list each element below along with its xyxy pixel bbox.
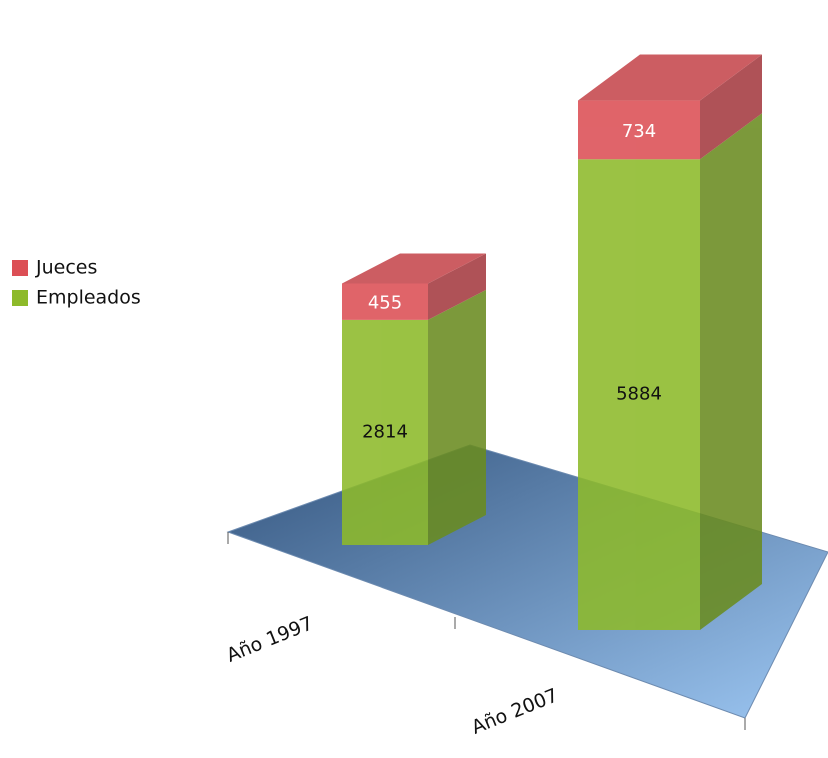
- legend-label: Jueces: [35, 257, 97, 279]
- bar-top: [342, 253, 486, 284]
- legend-swatch: [12, 260, 28, 276]
- bar-segment: [578, 113, 762, 630]
- bar-front: [578, 100, 700, 160]
- bar-front: [342, 319, 428, 545]
- bar-segment: [578, 54, 762, 160]
- bar-side: [428, 289, 486, 545]
- bar-side: [428, 253, 486, 320]
- bar-segment: [342, 253, 486, 320]
- bar-front: [578, 159, 700, 630]
- x-tick-label: Año 2007: [468, 684, 561, 739]
- data-label: 2814: [362, 421, 408, 442]
- bar-side: [700, 113, 762, 630]
- bar-front: [342, 283, 428, 320]
- bar-side: [700, 54, 762, 160]
- legend-label: Empleados: [36, 287, 141, 309]
- legend-swatch: [12, 290, 28, 306]
- data-label: 5884: [616, 384, 662, 405]
- x-tick-label: Año 1997: [223, 612, 316, 667]
- data-label: 455: [368, 293, 402, 314]
- data-label: 734: [622, 121, 656, 142]
- bar-top: [578, 54, 762, 101]
- bar-segment: [342, 289, 486, 545]
